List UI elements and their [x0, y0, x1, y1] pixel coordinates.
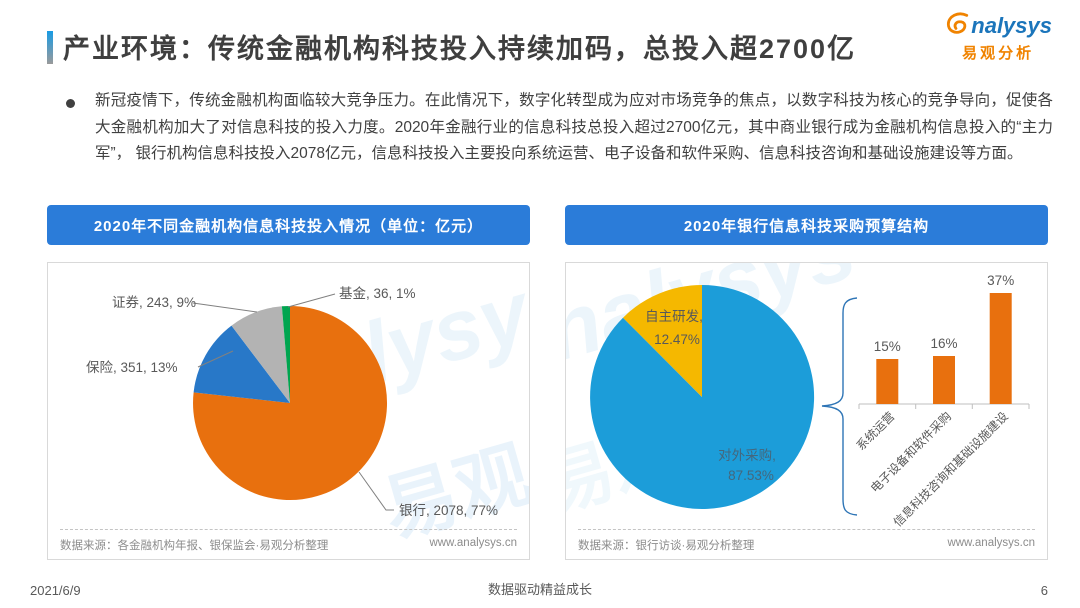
pie-label-bank: 银行, 2078, 77%: [399, 503, 498, 518]
bar-0: [876, 359, 899, 404]
analysys-swirl-icon: [944, 10, 970, 41]
leader-line-fund: [287, 293, 336, 308]
footer-date: 2021/6/9: [30, 583, 81, 598]
pie-slice-证券: [231, 306, 290, 403]
leader-line-securities: [192, 302, 258, 313]
left-website-link[interactable]: www.analysys.cn: [429, 537, 517, 549]
footer-page-number: 6: [1040, 583, 1048, 598]
pie-slice-自主研发: [623, 285, 702, 397]
bullet-icon: [66, 99, 75, 108]
pie-label-fund: 基金, 36, 1%: [339, 285, 416, 301]
bar-2: [989, 293, 1012, 404]
bar-category-label-0: 系统运营: [854, 409, 898, 453]
right-source-text: 数据来源：银行访谈·易观分析整理: [578, 540, 755, 552]
title-accent-bar: [47, 31, 53, 64]
pie-slice-银行: [193, 306, 388, 500]
pie-label-external-pct: 87.53%: [728, 468, 774, 483]
pie-label-insurance: 保险, 351, 13%: [86, 360, 178, 375]
leader-line-insurance: [197, 350, 234, 368]
left-chart-banner: 2020年不同金融机构信息科技投入情况（单位：亿元）: [47, 205, 530, 245]
institution-pie-chart: 基金, 36, 1% 证券, 243, 9% 保险, 351, 13% 银行, …: [86, 285, 498, 518]
footer-slogan: 数据驱动精益成长: [487, 582, 592, 597]
pie-label-inhouse: 自主研发,: [645, 309, 703, 324]
logo-brand-text: nalysys: [971, 12, 1052, 38]
brace-icon: [821, 297, 858, 516]
page-title: 产业环境：传统金融机构科技投入持续加码，总投入超2700亿: [63, 34, 857, 64]
pie-label-securities: 证券, 243, 9%: [112, 295, 196, 310]
pie-label-inhouse-pct: 12.47%: [654, 332, 700, 347]
left-chart-panel: analysys 易观 基金, 36, 1% 证券, 243, 9% 保险, 3…: [47, 262, 530, 560]
pie-slice-对外采购: [590, 284, 815, 509]
right-website-link[interactable]: www.analysys.cn: [947, 537, 1035, 549]
right-chart-banner: 2020年银行信息科技采购预算结构: [565, 205, 1048, 245]
summary-paragraph: 新冠疫情下，传统金融机构面临较大竞争压力。在此情况下，数字化转型成为应对市场竞争…: [95, 92, 1053, 162]
bar-category-label-2: 信息科技咨询和基础设施建设: [890, 409, 1011, 530]
leader-line-bank: [358, 471, 394, 511]
right-chart-panel: analysys 易观 自主研发, 12.47% 对外采购, 87.53% 15…: [565, 262, 1048, 560]
bar-1: [933, 356, 955, 404]
bar-value-label-0: 15%: [874, 339, 901, 354]
analysys-logo: nalysys 易观分析: [944, 10, 1052, 63]
bar-value-label-1: 16%: [930, 336, 957, 351]
left-source-text: 数据来源：各金融机构年报、银保监会·易观分析整理: [60, 540, 329, 552]
procurement-charts: 自主研发, 12.47% 对外采购, 87.53% 15%系统运营16%电子设备…: [590, 273, 1030, 530]
pie-slice-基金: [281, 305, 290, 403]
pie-label-external: 对外采购,: [718, 448, 776, 463]
bar-value-label-2: 37%: [987, 273, 1014, 288]
logo-brand-cn: 易观分析: [962, 45, 1035, 62]
pie-slice-保险: [193, 325, 290, 403]
